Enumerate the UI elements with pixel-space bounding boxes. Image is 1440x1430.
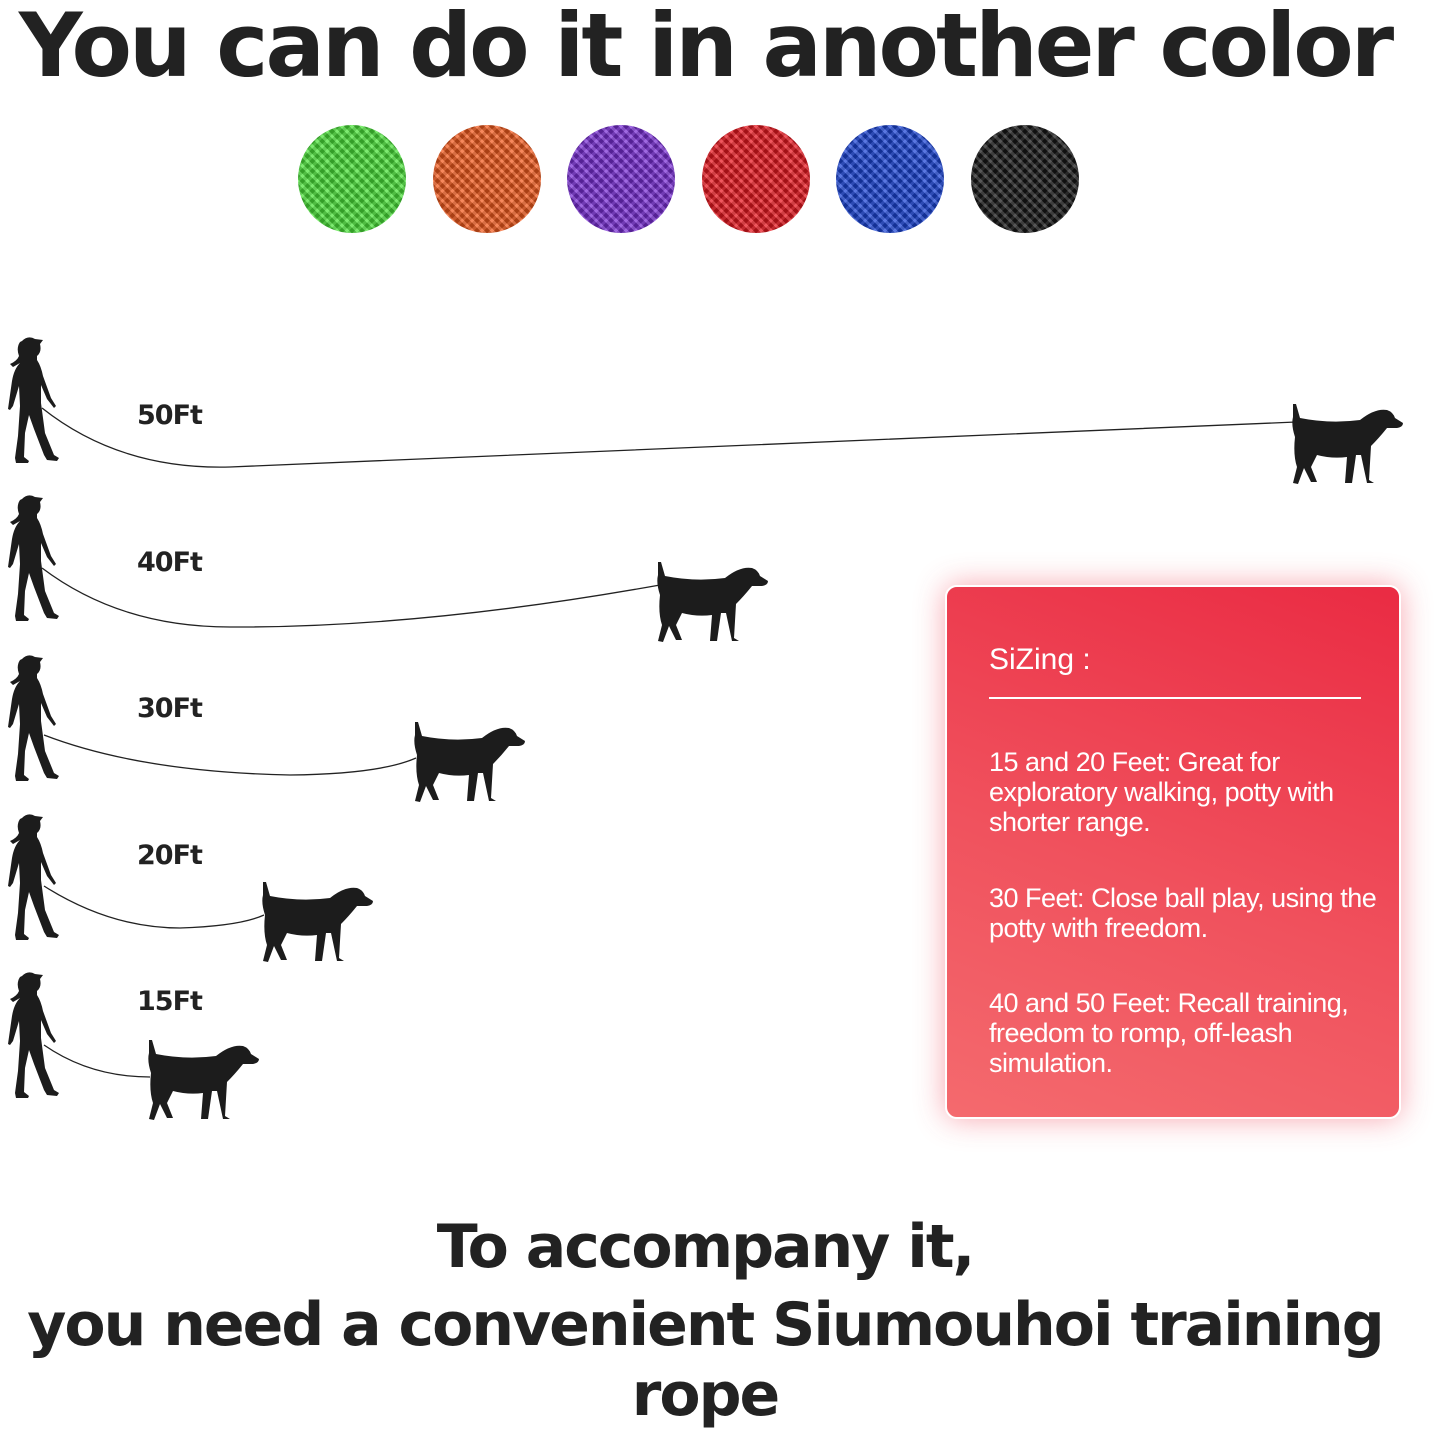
sizing-panel: SiZing : 15 and 20 Feet: Great for explo… [945,585,1401,1119]
length-label-40: 40Ft [137,547,203,578]
person-walking-icon [8,655,59,781]
dog-icon [1292,404,1403,484]
length-label-15: 15Ft [137,986,203,1017]
footer-line-1: To accompany it, [436,1212,976,1282]
swatch-black[interactable] [971,125,1079,233]
swatch-red[interactable] [702,125,810,233]
swatch-orange[interactable] [433,125,541,233]
sizing-item: 30 Feet: Close ball play, using the pott… [989,883,1377,943]
sizing-heading: SiZing : [989,643,1091,676]
leash-line [41,407,1297,468]
dog-icon [148,1040,259,1120]
swatch-purple[interactable] [567,125,675,233]
length-label-50: 50Ft [137,400,203,431]
dog-icon [657,562,768,642]
person-walking-icon [8,814,59,940]
dog-icon [414,722,525,802]
dog-icon [262,882,373,962]
leash-line [43,734,417,776]
leash-line [41,567,661,628]
page-title: You can do it in another color [18,0,1394,97]
leash-line [43,1044,151,1078]
person-walking-icon [8,972,59,1098]
divider [989,697,1361,699]
person-walking-icon [8,495,59,621]
length-label-30: 30Ft [137,693,203,724]
length-label-20: 20Ft [137,840,203,871]
sizing-item: 40 and 50 Feet: Recall training, freedom… [989,988,1349,1078]
swatch-green[interactable] [298,125,406,233]
person-walking-icon [8,337,59,463]
sizing-item: 15 and 20 Feet: Great for exploratory wa… [989,747,1334,837]
leash-illustration [8,337,1403,1120]
swatch-blue[interactable] [836,125,944,233]
leash-line [43,885,265,929]
footer-line-2: you need a convenient Siumouhoi training… [27,1290,1384,1430]
